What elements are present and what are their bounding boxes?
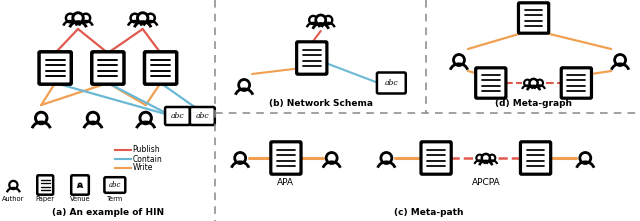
- Circle shape: [35, 112, 47, 124]
- FancyBboxPatch shape: [476, 68, 506, 98]
- FancyBboxPatch shape: [561, 68, 591, 98]
- Circle shape: [482, 154, 490, 162]
- Circle shape: [316, 15, 326, 25]
- Circle shape: [529, 79, 538, 87]
- Circle shape: [614, 55, 625, 65]
- FancyBboxPatch shape: [92, 52, 124, 84]
- Text: abc: abc: [109, 181, 121, 189]
- FancyBboxPatch shape: [190, 107, 215, 125]
- Circle shape: [324, 16, 332, 24]
- Text: abc: abc: [171, 112, 184, 120]
- FancyBboxPatch shape: [421, 142, 451, 174]
- Text: (c) Meta-path: (c) Meta-path: [394, 208, 464, 217]
- Circle shape: [66, 14, 74, 22]
- FancyBboxPatch shape: [145, 52, 177, 84]
- Text: APA: APA: [277, 178, 294, 187]
- Text: Author: Author: [2, 196, 24, 202]
- Circle shape: [140, 112, 152, 124]
- Circle shape: [146, 14, 155, 22]
- Circle shape: [81, 184, 84, 186]
- Text: Contain: Contain: [132, 154, 163, 164]
- Circle shape: [87, 112, 99, 124]
- FancyBboxPatch shape: [377, 72, 406, 93]
- FancyBboxPatch shape: [271, 142, 301, 174]
- Text: (a) An example of HIN: (a) An example of HIN: [52, 208, 164, 217]
- Circle shape: [131, 14, 139, 22]
- Circle shape: [79, 183, 82, 187]
- Text: Venue: Venue: [70, 196, 90, 202]
- Circle shape: [76, 184, 79, 186]
- FancyBboxPatch shape: [165, 107, 190, 125]
- Text: Paper: Paper: [36, 196, 54, 202]
- Circle shape: [580, 152, 591, 164]
- Text: abc: abc: [196, 112, 209, 120]
- Circle shape: [488, 155, 495, 161]
- Circle shape: [81, 14, 90, 22]
- Circle shape: [381, 152, 392, 164]
- Text: (d) Meta-graph: (d) Meta-graph: [495, 99, 572, 108]
- Circle shape: [309, 16, 317, 24]
- FancyBboxPatch shape: [297, 42, 327, 74]
- FancyBboxPatch shape: [37, 175, 53, 195]
- FancyBboxPatch shape: [520, 142, 550, 174]
- Text: (b) Network Schema: (b) Network Schema: [269, 99, 372, 108]
- Text: Publish: Publish: [132, 145, 161, 154]
- Circle shape: [73, 13, 83, 23]
- Circle shape: [476, 155, 483, 161]
- Circle shape: [524, 80, 531, 86]
- FancyBboxPatch shape: [39, 52, 71, 84]
- Text: APCPA: APCPA: [472, 178, 500, 187]
- Circle shape: [10, 181, 17, 189]
- Circle shape: [235, 152, 246, 164]
- Circle shape: [536, 80, 543, 86]
- FancyBboxPatch shape: [518, 3, 548, 33]
- FancyBboxPatch shape: [104, 177, 125, 193]
- Text: abc: abc: [385, 79, 398, 87]
- Circle shape: [239, 80, 250, 91]
- Circle shape: [326, 152, 337, 164]
- Text: Term: Term: [107, 196, 123, 202]
- Circle shape: [454, 55, 465, 65]
- Circle shape: [138, 13, 148, 23]
- Text: Write: Write: [132, 164, 153, 173]
- FancyBboxPatch shape: [71, 175, 89, 195]
